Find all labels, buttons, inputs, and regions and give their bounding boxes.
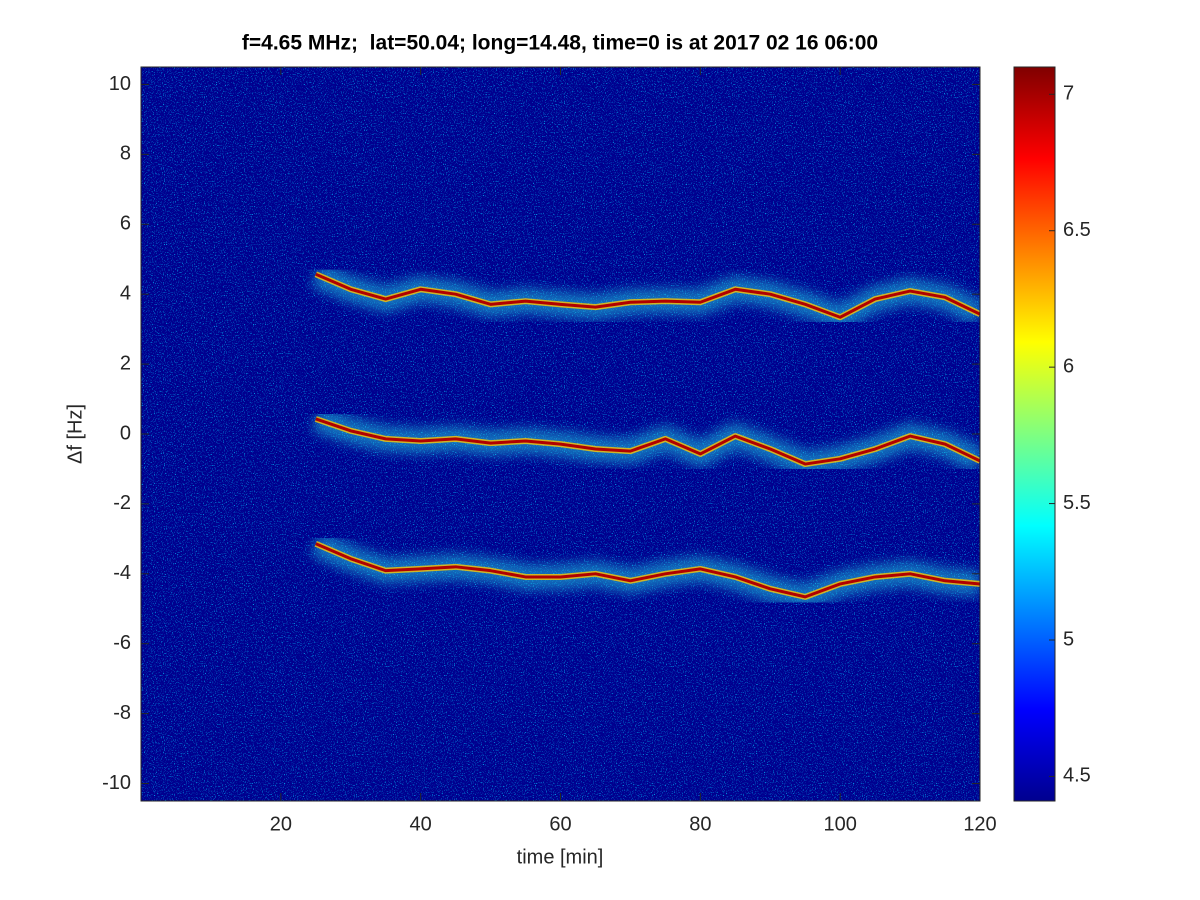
y-tick-label: 6 [120,213,131,235]
x-tick-label: 80 [689,813,711,835]
y-tick-label: -6 [113,632,131,654]
y-tick-label: 2 [120,352,131,374]
y-tick-label: 8 [120,143,131,165]
y-tick-label: 10 [109,73,131,95]
x-tick-label: 60 [549,813,571,835]
colorbar-tick-label: 7 [1063,83,1074,105]
trace-line [315,417,980,466]
trace-line [315,272,980,319]
colorbar-tick-label: 5 [1063,628,1074,650]
y-tick-label: 0 [120,422,131,444]
colorbar-tick-label: 6.5 [1063,219,1091,241]
colorbar-tick-label: 4.5 [1063,765,1091,787]
x-tick-label: 120 [963,813,996,835]
colorbar [1013,66,1056,802]
colorbar-tick-label: 5.5 [1063,492,1091,514]
y-axis-label: Δf [Hz] [64,404,86,464]
x-tick-label: 20 [270,813,292,835]
chart-title: f=4.65 MHz; lat=50.04; long=14.48, time=… [242,32,878,55]
y-tick-label: -2 [113,492,131,514]
y-tick-label: -10 [102,772,131,794]
y-tick-label: -4 [113,562,131,584]
colorbar-tick-label: 6 [1063,355,1074,377]
y-tick-label: -8 [113,702,131,724]
traces [310,262,980,611]
y-tick-label: 4 [120,282,131,304]
trace-line [315,542,980,599]
x-axis-label: time [min] [517,846,604,868]
x-tick-label: 100 [823,813,856,835]
x-tick-label: 40 [410,813,432,835]
